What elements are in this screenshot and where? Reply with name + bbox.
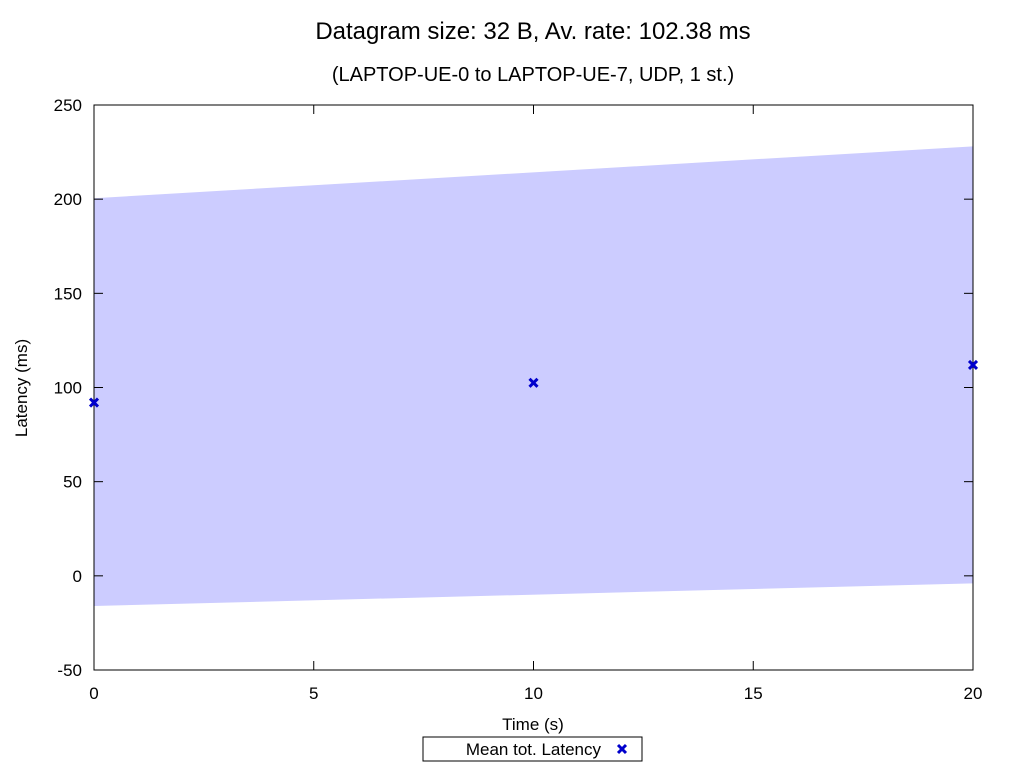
data-point: [88, 397, 100, 408]
legend-x-marker: [616, 743, 628, 755]
legend: Mean tot. Latency: [422, 736, 643, 762]
x-tick-label: 20: [964, 684, 983, 703]
data-point-stroke: [528, 377, 539, 388]
chart-subtitle: (LAPTOP-UE-0 to LAPTOP-UE-7, UDP, 1 st.): [332, 64, 734, 86]
plot-area: -50 0 50 100 150 200 250 0 5 10 15 20: [54, 96, 983, 703]
legend-box: [422, 736, 643, 762]
data-point: [967, 359, 979, 370]
y-tick-label: 0: [73, 567, 82, 586]
y-tick-label: 250: [54, 96, 82, 115]
chart-title: Datagram size: 32 B, Av. rate: 102.38 ms: [315, 18, 750, 45]
y-tick-label: 200: [54, 190, 82, 209]
x-tick-label: 10: [524, 684, 543, 703]
legend-x-marker-stroke: [616, 743, 628, 755]
x-axis-label: Time (s): [502, 715, 564, 734]
y-axis-label: Latency (ms): [12, 339, 31, 437]
y-tick-label: 50: [63, 473, 82, 492]
data-point-stroke: [88, 397, 100, 408]
y-tick-label: 100: [54, 379, 82, 398]
data-point: [528, 377, 539, 388]
x-tick-label: 15: [744, 684, 763, 703]
legend-label: Mean tot. Latency: [466, 740, 602, 759]
latency-band: [94, 146, 973, 606]
y-tick-label: 150: [54, 284, 82, 303]
x-tick-label: 0: [89, 684, 98, 703]
x-tick-label: 5: [309, 684, 318, 703]
y-tick-label: -50: [57, 661, 82, 680]
data-point-stroke: [967, 359, 979, 370]
legend-marker: [616, 743, 628, 755]
